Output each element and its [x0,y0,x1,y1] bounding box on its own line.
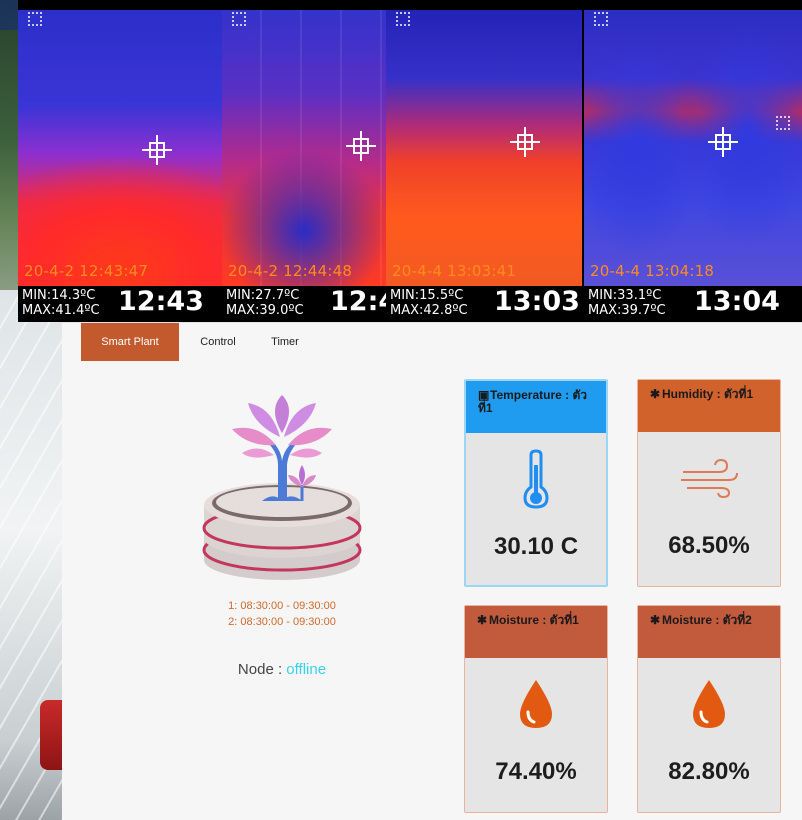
smart-plant-app: Smart Plant Control Timer [62,322,802,820]
thermometer-icon [466,447,606,511]
crosshair-icon [346,131,376,161]
wind-icon [638,446,780,510]
thermal-clock: 12:4 [330,286,386,317]
plant-illustration [192,395,372,585]
thermal-min: MIN:27.7ºC [226,288,300,303]
temperature-value: 30.10 C [493,533,579,560]
thermal-image: 20-4-4 13:03:41 MIN:15.5ºC MAX:42.8ºC 13… [386,0,582,322]
thermal-clock: 12:43 [118,286,204,317]
sensor-icon: ✱ [650,387,661,401]
card-title: Temperature : ตัวที่1 [478,388,587,415]
thermal-min: MIN:14.3ºC [22,288,96,303]
crosshair-icon [142,135,172,165]
sensor-icon: ▣ [478,388,490,402]
thermal-min: MIN:33.1ºC [588,288,662,303]
card-title: Moisture : ตัวที่2 [662,613,752,627]
node-status: Node : offline [192,661,372,678]
thermal-image: 20-4-4 13:04:18 MIN:33.1ºC MAX:39.7ºC 13… [584,0,802,322]
focus-frame-icon [594,12,608,26]
schedule-item: 2: 08:30:00 - 09:30:00 [228,616,336,628]
thermal-timestamp: 20-4-2 12:44:48 [228,262,353,280]
thermal-image-strip: 20-4-2 12:43:47 MIN:14.3ºC MAX:41.4ºC 12… [18,0,802,322]
sensor-icon: ✱ [650,613,661,627]
humidity-card: ✱ Humidity : ตัวที่1 68.50% [637,379,781,587]
thermal-timestamp: 20-4-4 13:04:18 [590,262,715,280]
focus-frame-icon [28,12,42,26]
moisture-1-value: 74.40% [495,758,577,785]
thermal-max: MAX:41.4ºC [22,303,100,318]
thermal-image: 20-4-2 12:44:48 MIN:27.7ºC MAX:39.0ºC 12… [222,0,386,322]
thermal-max: MAX:39.0ºC [226,303,304,318]
tab-smart-plant[interactable]: Smart Plant [81,323,179,361]
humidity-value: 68.50% [668,532,750,559]
thermal-clock: 13:04 [694,286,780,317]
temperature-card: ▣Temperature : ตัวที่1 30.10 C [464,379,608,587]
thermal-min: MIN:15.5ºC [390,288,464,303]
crosshair-icon [708,127,738,157]
focus-frame-icon [232,12,246,26]
moisture-1-card: ✱ Moisture : ตัวที่1 74.40% [464,605,608,813]
tab-control[interactable]: Control [200,336,236,348]
water-drop-icon [638,672,780,736]
thermal-image: 20-4-2 12:43:47 MIN:14.3ºC MAX:41.4ºC 12… [18,0,222,322]
thermal-max: MAX:39.7ºC [588,303,666,318]
node-status-value: offline [286,661,327,678]
crosshair-icon [510,127,540,157]
card-title: Humidity : ตัวที่1 [662,387,754,401]
focus-frame-icon [396,12,410,26]
thermal-timestamp: 20-4-4 13:03:41 [392,262,517,280]
water-drop-icon [465,672,607,736]
card-title: Moisture : ตัวที่1 [489,613,579,627]
thermal-timestamp: 20-4-2 12:43:47 [24,262,149,280]
node-label: Node : [237,661,287,678]
schedule-item: 1: 08:30:00 - 09:30:00 [228,600,336,612]
plant-pot-icon [202,395,362,580]
focus-frame-icon [776,116,790,130]
thermal-max: MAX:42.8ºC [390,303,468,318]
tab-bar: Smart Plant Control Timer [62,323,802,361]
moisture-2-value: 82.80% [668,758,750,785]
timer-schedule: 1: 08:30:00 - 09:30:00 2: 08:30:00 - 09:… [192,598,372,630]
sensor-icon: ✱ [477,613,488,627]
moisture-2-card: ✱ Moisture : ตัวที่2 82.80% [637,605,781,813]
thermal-clock: 13:03 [494,286,580,317]
tab-timer[interactable]: Timer [271,336,299,348]
